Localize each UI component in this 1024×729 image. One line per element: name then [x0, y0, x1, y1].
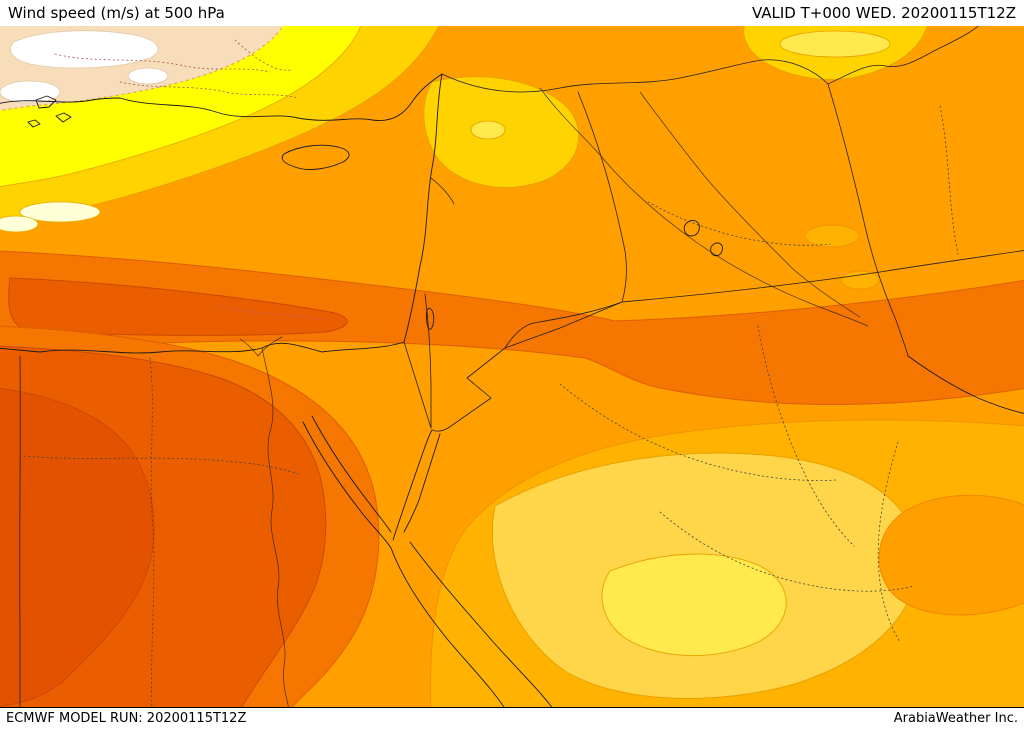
admin-dotted-iraq-1 [647, 201, 831, 246]
red-sea-east-coast [409, 541, 553, 707]
contour-band-deep-jet [0, 250, 1024, 405]
tigris-river [639, 91, 861, 318]
syria-jordan-border [504, 301, 623, 349]
top-title-bar: Wind speed (m/s) at 500 hPa VALID T+000 … [0, 0, 1024, 26]
admin-borders-dotted [23, 39, 959, 707]
aegean-island-3 [27, 119, 41, 128]
admin-dotted-turkey-3 [234, 39, 293, 71]
contour-core-yellow-center [470, 120, 506, 140]
jordan-saudi-border [431, 347, 506, 432]
admin-dotted-saudi-3 [659, 511, 915, 592]
jordan-iraq-border [504, 301, 623, 349]
wind-speed-map [0, 26, 1024, 707]
syria-iraq-border [577, 91, 627, 303]
country-borders [19, 26, 1024, 707]
gulf-of-aqaba-west-shore [392, 429, 433, 541]
iran-iraq-border [827, 83, 909, 357]
contour-core-darkest-southwest [0, 387, 155, 707]
admin-dotted-iran-1 [939, 105, 959, 255]
iraq-saudi-border [621, 250, 1024, 303]
valid-time-label: VALID T+000 WED. 20200115T12Z [751, 4, 1016, 22]
aegean-island-2 [55, 112, 72, 123]
cyprus-island-outline [281, 144, 350, 170]
egypt-libya-border [19, 355, 21, 707]
map-title: Wind speed (m/s) at 500 hPa [8, 4, 225, 22]
contour-spot-amber-2 [840, 270, 880, 290]
nile-river [261, 347, 289, 707]
dead-sea-outline [425, 307, 435, 330]
contour-core-gold-bottomcenter [601, 553, 787, 657]
contour-patch-orange-bottomright [878, 494, 1024, 616]
brand-label: ArabiaWeather Inc. [893, 711, 1018, 726]
aegean-island-1 [35, 95, 57, 109]
contour-patch-white-3 [127, 67, 169, 85]
turkey-caucasus-border [827, 26, 980, 85]
nile-delta-branch-east [257, 336, 283, 357]
nile-delta-branch-west [239, 338, 259, 357]
contour-patch-white-2 [0, 80, 61, 104]
admin-dotted-egypt-1 [149, 357, 155, 707]
admin-dotted-egypt-2 [23, 455, 299, 475]
admin-dotted-turkey-1 [54, 53, 271, 73]
euphrates-river [539, 87, 869, 327]
admin-dotted-saudi-1 [559, 383, 837, 481]
egypt-israel-border [403, 341, 432, 429]
admin-dotted-saudi-4 [877, 441, 901, 643]
iraq-lake-1 [683, 219, 700, 237]
israel-jordan-border [424, 293, 432, 429]
persian-gulf-coast [907, 355, 1024, 414]
model-run-label: ECMWF MODEL RUN: 20200115T12Z [6, 711, 247, 726]
admin-dotted-pink-mediterranean [221, 305, 323, 321]
gulf-of-suez-west-shore [302, 421, 505, 707]
wind-speed-contour-svg [0, 26, 1024, 707]
contour-fills [0, 26, 1024, 707]
gulf-of-aqaba-east-shore [403, 433, 441, 533]
contour-patch-pale-2 [0, 215, 39, 233]
contour-patch-pale-1 [19, 201, 101, 223]
bottom-info-bar: ECMWF MODEL RUN: 20200115T12Z ArabiaWeat… [0, 707, 1024, 729]
contour-patch-white-1 [10, 30, 159, 69]
gulf-of-suez-east-shore [311, 415, 392, 533]
rivers [239, 87, 869, 707]
lebanon-syria-border [430, 177, 455, 205]
contour-spot-amber-1 [804, 224, 860, 248]
turkey-syria-border [441, 59, 829, 93]
contour-core-gold-topright [779, 30, 891, 58]
